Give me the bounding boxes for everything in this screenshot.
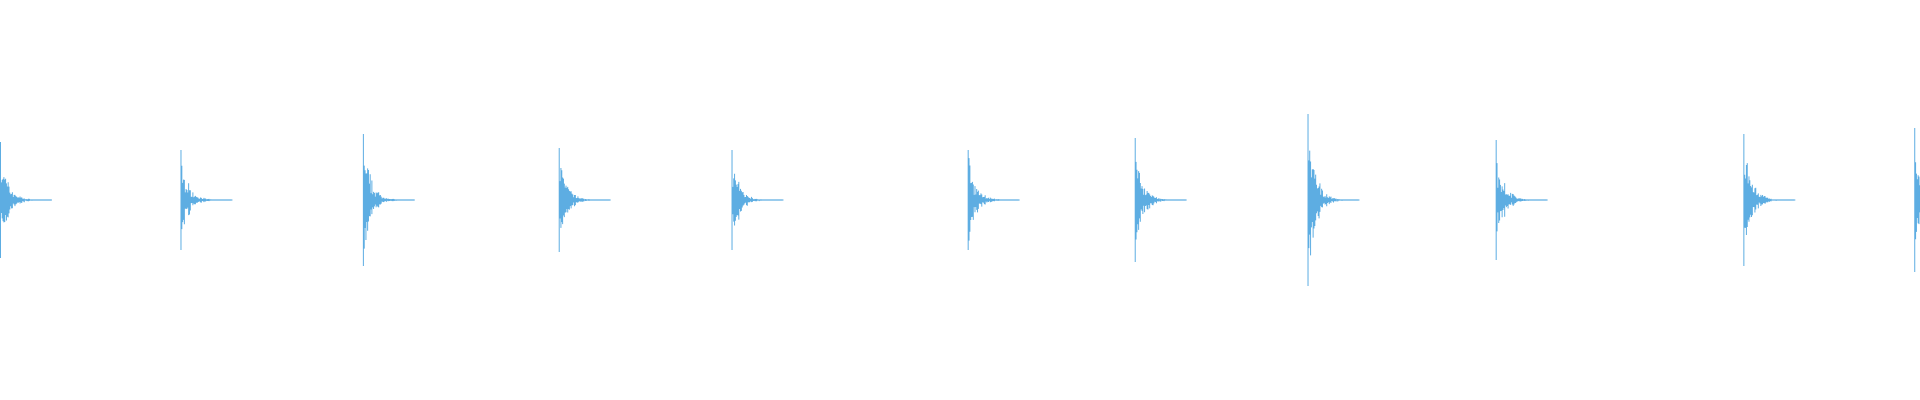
transient (1914, 128, 1920, 272)
transient (558, 148, 611, 252)
transient (731, 150, 784, 250)
transient (1307, 114, 1360, 286)
transient (180, 150, 233, 250)
transient (0, 142, 52, 258)
transient (1743, 134, 1796, 266)
transient (1134, 138, 1187, 262)
transient (967, 150, 1020, 250)
transient (1495, 140, 1548, 260)
transient (362, 134, 415, 266)
